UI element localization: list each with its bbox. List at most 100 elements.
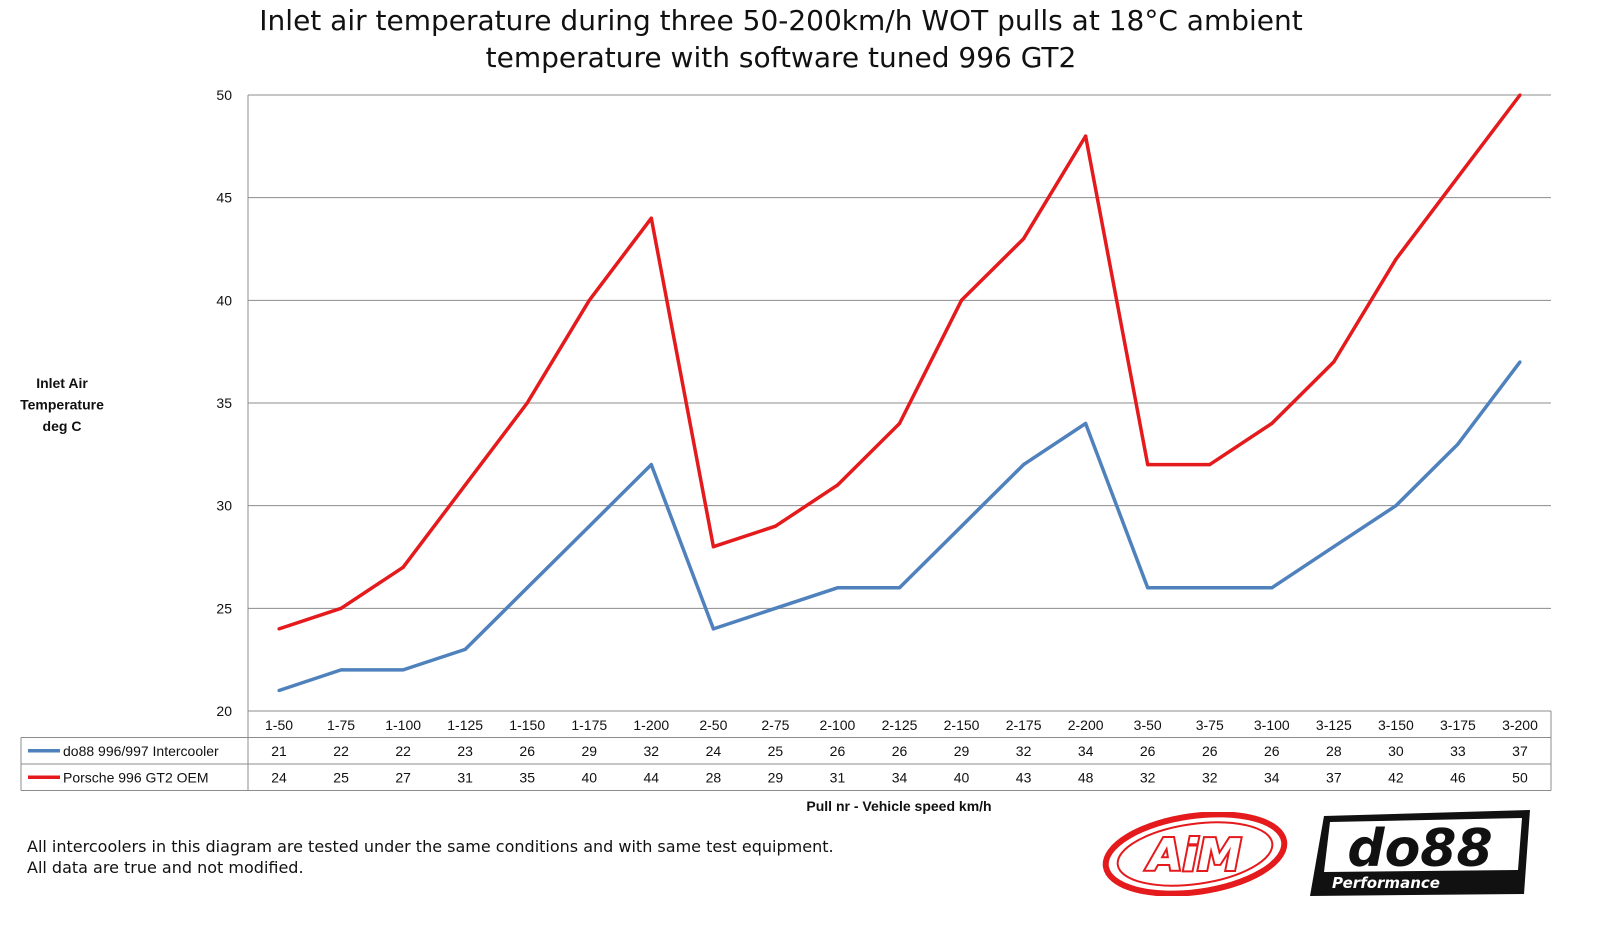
table-cell: 40 xyxy=(581,769,597,785)
data-point xyxy=(649,463,653,467)
table-cell: 43 xyxy=(1016,769,1032,785)
data-point xyxy=(835,483,840,487)
table-cell: 31 xyxy=(830,769,846,785)
x-tick-label: 3-75 xyxy=(1196,717,1224,733)
x-tick-label: 3-150 xyxy=(1378,717,1414,733)
data-point xyxy=(1084,421,1088,426)
data-point xyxy=(463,483,467,487)
data-point xyxy=(1208,463,1212,467)
y-axis-ticks: 20 25 30 35 40 45 50 xyxy=(216,87,232,719)
legend-entry: do88 996/997 Intercooler xyxy=(63,743,219,759)
chart-title-line: Inlet air temperature during three 50-20… xyxy=(259,4,1302,37)
footnote: All intercoolers in this diagram are tes… xyxy=(27,836,834,878)
x-tick-label: 2-150 xyxy=(944,717,980,733)
table-cell: 32 xyxy=(1202,769,1218,785)
data-point xyxy=(1146,586,1150,590)
data-point xyxy=(959,298,964,302)
data-point xyxy=(649,216,653,220)
x-tick-label: 2-200 xyxy=(1068,717,1104,733)
data-point xyxy=(525,586,529,590)
table-cell: 26 xyxy=(1264,743,1280,759)
data-point xyxy=(711,545,715,549)
table-cell: 34 xyxy=(892,769,908,785)
table-cell: 34 xyxy=(1078,743,1094,759)
table-cell: 26 xyxy=(519,743,535,759)
data-point xyxy=(339,606,343,610)
data-point xyxy=(1456,175,1460,179)
data-point xyxy=(401,565,405,569)
table-cell: 35 xyxy=(519,769,535,785)
table-cell: 26 xyxy=(892,743,908,759)
footnote-line-1: All intercoolers in this diagram are tes… xyxy=(27,837,834,856)
x-tick-label: 2-50 xyxy=(699,717,727,733)
table-cell: 26 xyxy=(1202,743,1218,759)
x-tick-label: 1-175 xyxy=(571,717,607,733)
table-cell: 30 xyxy=(1388,743,1404,759)
data-point xyxy=(1208,586,1212,590)
data-point xyxy=(1394,504,1398,508)
y-tick-label: 35 xyxy=(216,395,232,411)
data-point xyxy=(1456,442,1460,446)
x-tick-label: 1-200 xyxy=(633,717,669,733)
data-point xyxy=(897,421,902,426)
table-cell: 26 xyxy=(1140,743,1156,759)
x-tick-label: 1-50 xyxy=(265,717,293,733)
data-point xyxy=(1518,360,1522,364)
x-tick-label: 3-200 xyxy=(1502,717,1538,733)
table-cell: 32 xyxy=(1140,769,1156,785)
data-point xyxy=(1146,463,1150,467)
table-cell: 32 xyxy=(1016,743,1032,759)
data-point xyxy=(1518,93,1522,97)
table-cell: 24 xyxy=(706,743,722,759)
data-point xyxy=(339,668,343,672)
aim-logo-text: AiM xyxy=(1146,830,1242,881)
series-lines xyxy=(277,93,1522,693)
do88-logo-text: do88 xyxy=(1347,819,1492,879)
table-cell: 22 xyxy=(333,743,349,759)
y-axis-label-line: Temperature xyxy=(20,397,104,413)
data-point xyxy=(897,586,902,590)
data-point xyxy=(587,298,591,302)
table-cell: 46 xyxy=(1450,769,1466,785)
data-point xyxy=(525,401,529,405)
table-cell: 32 xyxy=(644,743,660,759)
table-cell: 33 xyxy=(1450,743,1466,759)
chart-title: Inlet air temperature during three 50-20… xyxy=(259,4,1302,74)
x-tick-label: 3-175 xyxy=(1440,717,1476,733)
x-tick-label: 1-100 xyxy=(385,717,421,733)
x-axis-label: Pull nr - Vehicle speed km/h xyxy=(806,798,991,814)
table-cell: 27 xyxy=(395,769,411,785)
y-tick-label: 40 xyxy=(216,292,232,308)
legend-entry: Porsche 996 GT2 OEM xyxy=(63,769,209,785)
table-cell: 40 xyxy=(954,769,970,785)
table-cell: 22 xyxy=(395,743,411,759)
data-point xyxy=(835,586,840,590)
y-tick-label: 25 xyxy=(216,600,232,616)
table-cell: 28 xyxy=(1326,743,1342,759)
data-point xyxy=(463,647,467,652)
table-cell: 29 xyxy=(768,769,784,785)
data-point xyxy=(1021,237,1026,241)
table-cell: 28 xyxy=(706,769,722,785)
table-cell: 42 xyxy=(1388,769,1404,785)
x-tick-label: 3-125 xyxy=(1316,717,1352,733)
x-tick-label: 1-125 xyxy=(447,717,483,733)
data-point xyxy=(1394,257,1398,261)
x-tick-label: 1-150 xyxy=(509,717,545,733)
gridlines xyxy=(247,94,1551,712)
footnote-line-2: All data are true and not modified. xyxy=(27,858,304,877)
table-cell: 26 xyxy=(830,743,846,759)
y-axis-label-line: Inlet Air xyxy=(36,375,88,391)
x-tick-label: 3-50 xyxy=(1134,717,1162,733)
y-tick-label: 20 xyxy=(216,703,232,719)
table-cell: 29 xyxy=(954,743,970,759)
table-cell: 23 xyxy=(457,743,473,759)
table-cell: 25 xyxy=(333,769,349,785)
table-cell: 37 xyxy=(1326,769,1342,785)
y-axis-label-line: deg C xyxy=(43,418,82,434)
table-cell: 44 xyxy=(644,769,660,785)
data-point xyxy=(401,668,405,672)
data-point xyxy=(1270,421,1274,426)
table-cell: 21 xyxy=(271,743,287,759)
